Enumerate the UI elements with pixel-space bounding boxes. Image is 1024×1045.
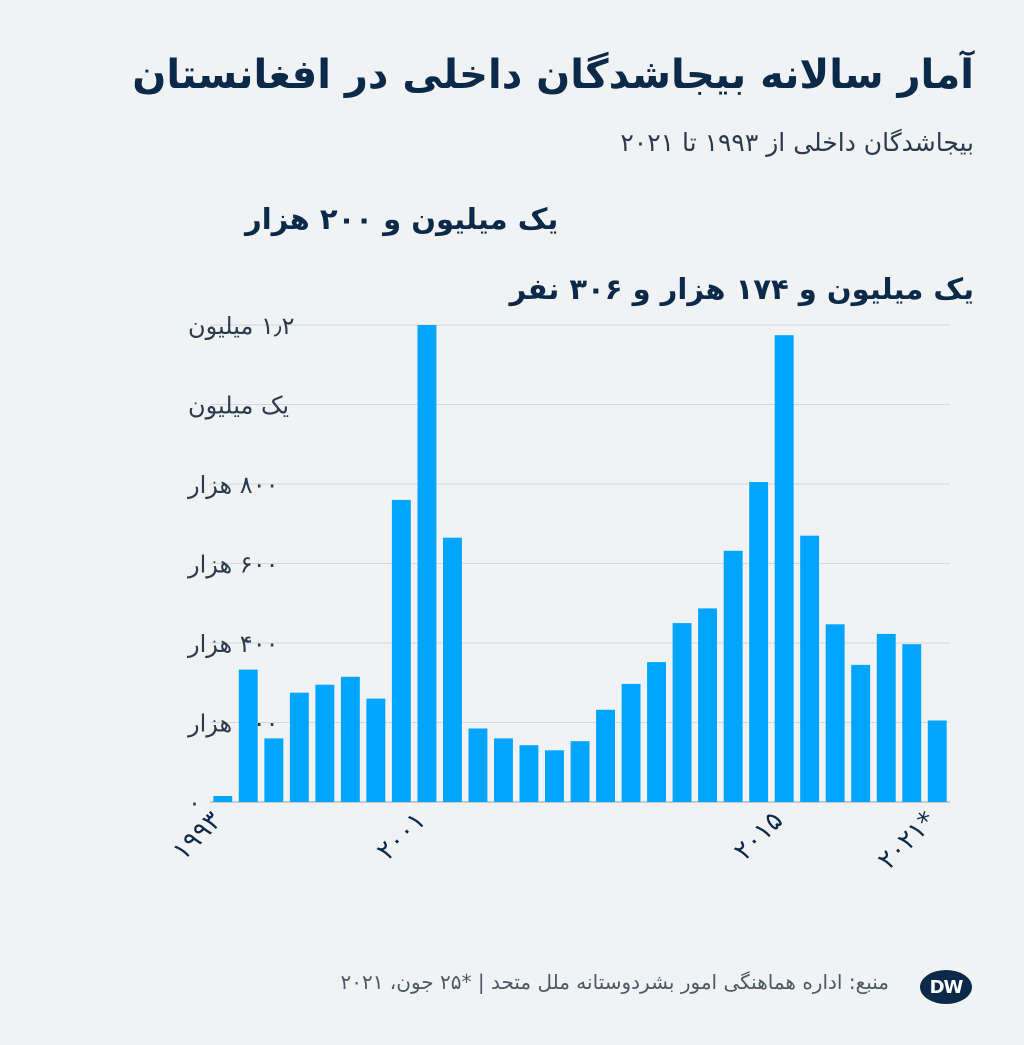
y-tick-label: ۸۰۰ هزار (187, 471, 278, 499)
bar-2013 (723, 550, 743, 802)
bar-1999 (366, 698, 386, 802)
dw-logo: DW (920, 970, 972, 1004)
bar-1995 (264, 738, 284, 802)
bar-2017 (825, 624, 845, 802)
x-tick-label: ۲۰۱۵ (728, 806, 789, 867)
y-tick-label: ۶۰۰ هزار (187, 551, 278, 579)
x-tick-label: ۲۰۲۱* (872, 806, 942, 876)
bar-2016 (800, 535, 820, 802)
bar-1998 (340, 676, 360, 802)
bar-2010 (647, 662, 666, 802)
source-note: منبع: اداره هماهنگی امور بشردوستانه ملل … (340, 970, 889, 994)
bar-2011 (672, 623, 692, 802)
chart-subtitle: بیجاشدگان داخلی از ۱۹۹۳ تا ۲۰۲۱ (620, 128, 974, 157)
bar-2015 (774, 335, 794, 802)
bar-2003 (468, 728, 488, 802)
bar-2007 (570, 741, 590, 802)
bar-1997 (315, 684, 335, 802)
y-tick-label: یک میلیون (188, 392, 289, 420)
x-tick-label: ۲۰۰۱ (371, 806, 432, 867)
bar-2018 (851, 664, 871, 802)
bar-2006 (545, 750, 564, 802)
bar-2001 (417, 325, 437, 802)
bar-2004 (494, 738, 513, 802)
bar-2005 (519, 745, 539, 802)
chart-title: آمار سالانه بیجاشدگان داخلی در افغانستان (132, 52, 974, 98)
y-tick-label: ۲۰۰ هزار (187, 710, 278, 738)
bar-2009 (621, 683, 641, 802)
bar-1994 (238, 669, 258, 802)
y-tick-label: ۴۰۰ هزار (187, 630, 278, 658)
y-tick-label: ۱٫۲ میلیون (188, 312, 295, 340)
y-tick-label: ۰ (188, 789, 201, 817)
bar-2021* (927, 720, 947, 802)
bar-1993 (213, 796, 233, 802)
bar-2012 (698, 608, 717, 802)
bar-2014 (749, 482, 769, 802)
bar-2000 (391, 499, 411, 802)
bar-2002 (443, 537, 462, 802)
bar-chart: ۰ ۲۰۰ هزار ۴۰۰ هزار ۶۰۰ هزار ۸۰۰ هزار یک میلی… (167, 312, 950, 876)
peak-2014-annotation: یک میلیون و ۱۷۴ هزار و ۳۰۶ نفر (509, 272, 974, 306)
bar-2008 (596, 709, 615, 802)
peak-2001-annotation: یک میلیون و ۲۰۰ هزار (245, 202, 559, 236)
bar-2019 (876, 633, 896, 802)
x-tick-label: ۱۹۹۳ (167, 806, 228, 867)
bar-1996 (289, 692, 309, 802)
bar-2020 (902, 644, 922, 802)
